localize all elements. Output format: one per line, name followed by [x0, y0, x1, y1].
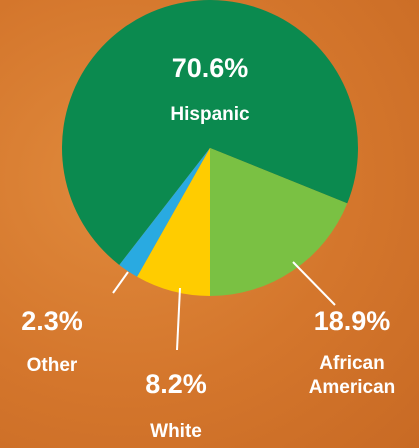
category-label: Other — [26, 355, 78, 376]
category-label: White — [150, 421, 202, 442]
leader-line — [176, 287, 181, 351]
pie-slice — [210, 148, 348, 296]
pie-slice — [62, 0, 358, 265]
leader-line — [112, 271, 129, 294]
category-label: African American — [308, 353, 396, 398]
category-label: Hispanic — [170, 104, 250, 125]
value-label: 18.9% — [313, 306, 391, 336]
value-label: 8.2% — [145, 369, 207, 399]
leader-line — [292, 261, 336, 306]
pie-slice — [119, 148, 210, 277]
pie-slice — [137, 148, 210, 296]
value-label: 70.6% — [171, 53, 249, 83]
value-label: 2.3% — [21, 306, 83, 336]
